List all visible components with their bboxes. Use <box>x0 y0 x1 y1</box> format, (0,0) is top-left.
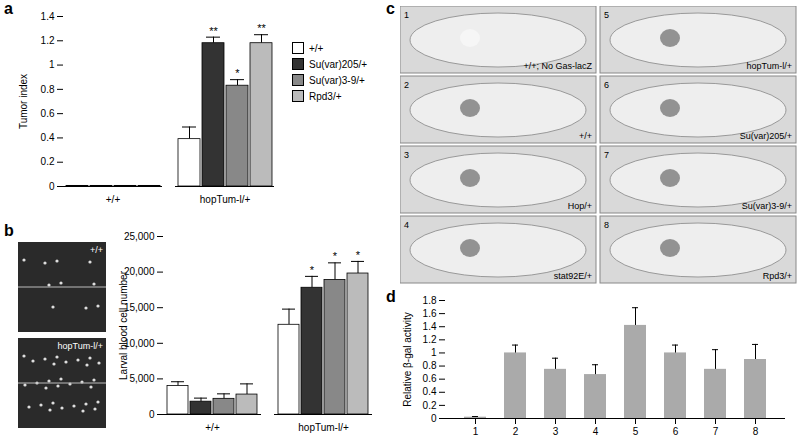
html-text:b: b <box>4 222 14 239</box>
svg-text:25,000: 25,000 <box>124 231 155 242</box>
svg-text:4: 4 <box>593 426 599 437</box>
svg-text:Larval blood cell number: Larval blood cell number <box>118 270 129 380</box>
svg-text:1.8: 1.8 <box>423 295 437 306</box>
svg-text:4: 4 <box>404 220 409 230</box>
svg-text:2: 2 <box>404 80 409 90</box>
svg-text:0.8: 0.8 <box>41 84 55 95</box>
html-text:d: d <box>386 288 396 305</box>
svg-text:3: 3 <box>553 426 559 437</box>
svg-text:0.2: 0.2 <box>423 400 437 411</box>
svg-text:1: 1 <box>49 59 55 70</box>
html-text:a: a <box>4 0 13 17</box>
svg-text:hopTum-l/+: hopTum-l/+ <box>58 341 103 351</box>
svg-text:hopTum-l/+: hopTum-l/+ <box>200 194 251 205</box>
svg-text:15,000: 15,000 <box>123 301 155 313</box>
svg-text:3: 3 <box>404 150 409 160</box>
svg-text:stat92E/+: stat92E/+ <box>554 271 592 281</box>
svg-text:1.4: 1.4 <box>41 11 55 22</box>
svg-text:8: 8 <box>604 220 609 230</box>
html-text:Su(var)205/+: Su(var)205/+ <box>309 58 368 70</box>
svg-text:*: * <box>333 250 338 262</box>
svg-text:6: 6 <box>673 426 679 437</box>
svg-text:0.4: 0.4 <box>41 132 55 143</box>
html-text:Su(var)3-9/+: Su(var)3-9/+ <box>309 74 365 86</box>
svg-text:1.2: 1.2 <box>423 334 437 345</box>
svg-text:5,000: 5,000 <box>129 373 154 384</box>
svg-text:1: 1 <box>431 347 437 358</box>
svg-text:Su(var)205/+: Su(var)205/+ <box>740 131 792 141</box>
svg-text:*: * <box>310 264 315 276</box>
html-text:c: c <box>386 0 395 17</box>
svg-text:*: * <box>356 249 361 261</box>
svg-text:**: ** <box>257 22 266 34</box>
svg-text:0.6: 0.6 <box>41 108 55 119</box>
svg-text:0: 0 <box>149 409 155 420</box>
svg-text:5: 5 <box>604 10 609 20</box>
svg-text:10,000: 10,000 <box>123 337 155 349</box>
svg-text:hopTum-l/+: hopTum-l/+ <box>298 422 349 433</box>
svg-text:1.2: 1.2 <box>41 35 55 46</box>
svg-text:7: 7 <box>713 426 719 437</box>
svg-text:Rpd3/+: Rpd3/+ <box>763 271 792 281</box>
svg-text:1.6: 1.6 <box>423 308 437 319</box>
svg-text:7: 7 <box>604 150 609 160</box>
svg-text:0: 0 <box>431 413 437 424</box>
svg-text:Hop/+: Hop/+ <box>568 201 592 211</box>
html-text:Rpd3/+: Rpd3/+ <box>309 90 342 102</box>
svg-text:2: 2 <box>513 426 519 437</box>
svg-text:+/+: +/+ <box>205 422 220 433</box>
svg-text:Tumor index: Tumor index <box>18 74 29 129</box>
svg-text:0.6: 0.6 <box>423 373 437 384</box>
svg-text:**: ** <box>209 25 218 37</box>
svg-text:0: 0 <box>49 181 55 192</box>
svg-text:20,000: 20,000 <box>123 266 155 278</box>
svg-text:5: 5 <box>633 426 639 437</box>
svg-text:8: 8 <box>753 426 759 437</box>
svg-text:Relative β-gal activity: Relative β-gal activity <box>402 312 413 407</box>
svg-text:1: 1 <box>404 10 409 20</box>
svg-text:+/+: +/+ <box>579 131 592 141</box>
svg-text:+/+: +/+ <box>90 245 103 255</box>
svg-text:Su(var)3-9/+: Su(var)3-9/+ <box>742 201 792 211</box>
svg-text:+/+; No Gas-lacZ: +/+; No Gas-lacZ <box>523 61 592 71</box>
svg-text:1.4: 1.4 <box>423 321 437 332</box>
svg-text:*: * <box>235 67 240 79</box>
svg-text:0.2: 0.2 <box>41 156 55 167</box>
svg-text:0.4: 0.4 <box>423 386 437 397</box>
svg-text:+/+: +/+ <box>106 194 121 205</box>
svg-text:hopTum-l/+: hopTum-l/+ <box>747 61 792 71</box>
svg-text:6: 6 <box>604 80 609 90</box>
svg-text:0.8: 0.8 <box>423 360 437 371</box>
svg-text:1: 1 <box>473 426 479 437</box>
